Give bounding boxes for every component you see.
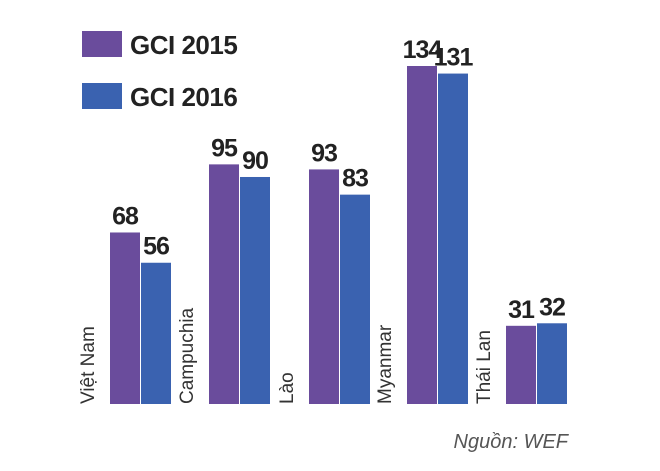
value-label-4-0: 31 [508,296,535,324]
category-label-0: Việt Nam [78,326,99,404]
bar-4-1 [537,323,567,404]
legend-swatch-0 [82,31,122,57]
bar-3-0 [407,66,437,404]
value-label-3-0: 134 [403,36,443,64]
category-label-1: Campuchia [177,307,198,404]
legend-swatch-1 [82,83,122,109]
category-label-3: Myanmar [375,324,396,404]
bars-group [110,66,567,404]
bar-2-1 [340,194,370,404]
bar-0-0 [110,232,140,404]
value-label-4-1: 32 [539,293,565,321]
bar-3-1 [438,73,468,404]
value-label-1-0: 95 [211,134,238,162]
value-label-2-1: 83 [342,165,368,193]
value-label-2-0: 93 [311,139,337,167]
category-label-2: Lào [277,372,298,404]
value-label-3-1: 131 [434,44,474,72]
legend-label-1: GCI 2016 [130,82,237,112]
category-labels-group: Việt Nam Campuchia Lào Myanmar Thái Lan [78,307,495,404]
value-label-0-1: 56 [143,233,169,261]
legend-label-0: GCI 2015 [130,30,237,60]
value-label-1-1: 90 [242,147,268,175]
legend: GCI 2015 GCI 2016 [82,30,238,112]
value-label-0-0: 68 [112,202,139,230]
category-label-4: Thái Lan [474,330,495,404]
source-note: Nguồn: WEF [454,431,570,453]
bar-2-0 [309,169,339,404]
bar-1-0 [209,164,239,404]
bar-0-1 [141,262,171,404]
bar-4-0 [506,325,536,404]
bar-1-1 [240,176,270,404]
